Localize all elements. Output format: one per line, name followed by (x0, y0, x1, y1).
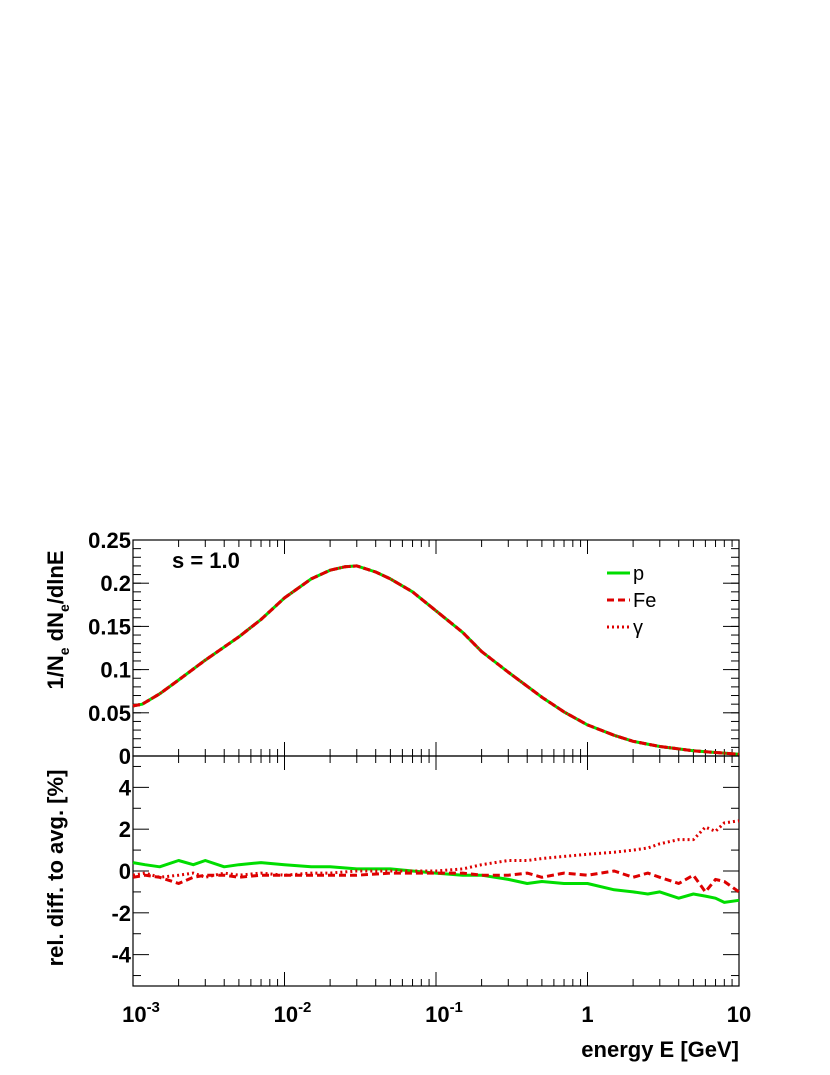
x-tick-label: 10-2 (274, 999, 312, 1027)
x-tick-label: 10 (727, 1002, 751, 1027)
legend-label: p (633, 563, 644, 585)
x-axis-title: energy E [GeV] (581, 1037, 739, 1062)
panel-annotation: s = 1.0 (172, 548, 240, 573)
rel-diff-series-solid (132, 859, 740, 904)
top-y-axis-title-sub: e (56, 647, 72, 655)
rel-diff-series-dotted (132, 819, 740, 879)
top-y-axis-title: 1/Ne dNe/dlnE (43, 550, 72, 689)
x-tick-label-exponent: -2 (298, 999, 311, 1016)
y-tick-label: 0 (119, 859, 131, 884)
top-series (132, 564, 740, 756)
spectrum-series-dotted (132, 564, 740, 756)
x-tick-label-base: 10 (122, 1002, 146, 1027)
spectrum-panel: 0 0.05 0.1 0.15 0.2 0.25 s = 1.0 1/Ne dNe/dln… (43, 528, 740, 769)
y-tick-label: -2 (111, 901, 131, 926)
top-y-axis: 0 0.05 0.1 0.15 0.2 0.25 (88, 528, 739, 769)
x-tick-label: 1 (581, 1002, 593, 1027)
x-tick-label: 10-3 (122, 999, 160, 1027)
legend-label: Fe (633, 590, 656, 612)
y-tick-label: 0.25 (88, 528, 131, 553)
y-tick-label: 0.1 (100, 658, 131, 683)
y-tick-label: 4 (119, 775, 132, 800)
y-tick-label: 0.2 (100, 571, 131, 596)
y-tick-label: 0 (119, 744, 131, 769)
legend: p Fe γ (607, 563, 656, 639)
bottom-y-axis-title: rel. diff. to avg. [%] (43, 770, 68, 967)
y-tick-label: 2 (119, 817, 131, 842)
bottom-y-axis: -4 -2 0 2 4 (111, 765, 739, 977)
bottom-series (132, 819, 740, 904)
bottom-x-axis: 10-3 10-2 10-1 1 10 (122, 756, 751, 1027)
x-tick-label-base: 10 (425, 1002, 449, 1027)
y-tick-label: 0.05 (88, 701, 131, 726)
legend-label: γ (633, 617, 643, 639)
y-tick-label: -4 (111, 943, 131, 968)
x-tick-label: 10-1 (425, 999, 463, 1027)
x-tick-label-exponent: -3 (147, 999, 160, 1016)
spectrum-series-dashed (132, 564, 740, 756)
top-y-axis-title-sub2: e (56, 604, 72, 612)
top-y-axis-title-end: /dlnE (43, 550, 68, 604)
x-tick-label-base: 10 (274, 1002, 298, 1027)
y-tick-label: 0.15 (88, 614, 131, 639)
x-tick-label-exponent: -1 (450, 999, 463, 1016)
top-y-axis-title-mid: dN (43, 612, 68, 647)
